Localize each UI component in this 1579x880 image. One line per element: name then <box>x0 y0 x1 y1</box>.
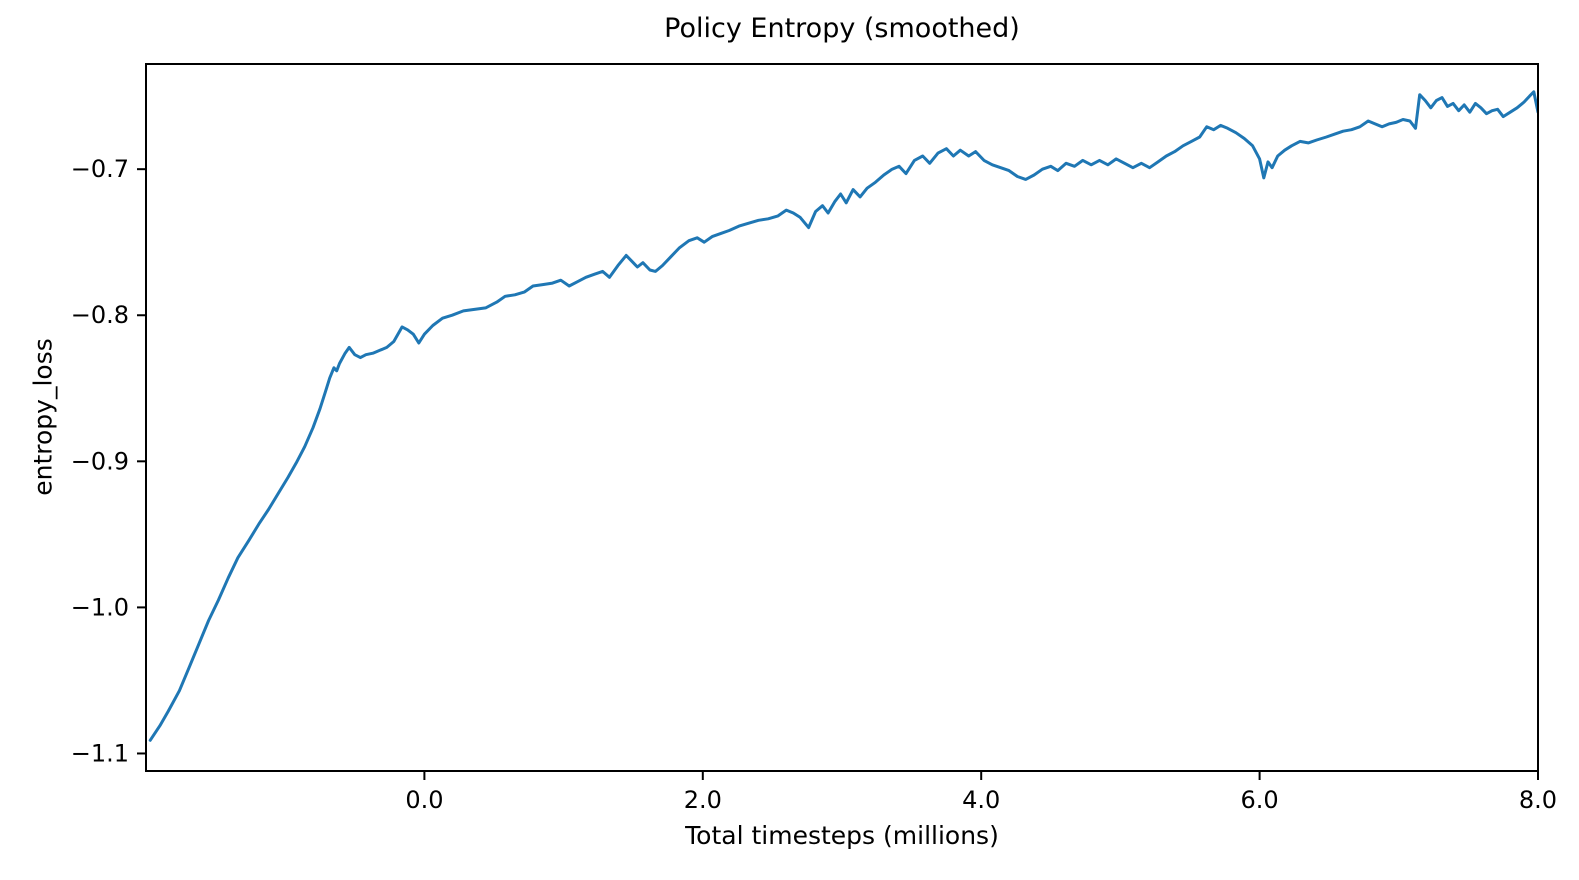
x-tick-label: 6.0 <box>1241 786 1279 814</box>
y-tick-label: −0.7 <box>71 155 129 183</box>
x-tick-label: 4.0 <box>962 786 1000 814</box>
y-tick-label: −1.0 <box>71 593 129 621</box>
y-tick-label: −1.1 <box>71 739 129 767</box>
x-tick-label: 0.0 <box>405 786 443 814</box>
y-axis-label: entropy_loss <box>28 338 58 496</box>
y-tick-label: −0.8 <box>71 301 129 329</box>
y-tick-label: −0.9 <box>71 447 129 475</box>
x-tick-label: 8.0 <box>1519 786 1557 814</box>
x-axis-label: Total timesteps (millions) <box>685 821 999 850</box>
x-tick-label: 2.0 <box>684 786 722 814</box>
series-line <box>148 90 1538 742</box>
plot-border <box>145 63 1539 772</box>
chart-title: Policy Entropy (smoothed) <box>664 13 1020 44</box>
